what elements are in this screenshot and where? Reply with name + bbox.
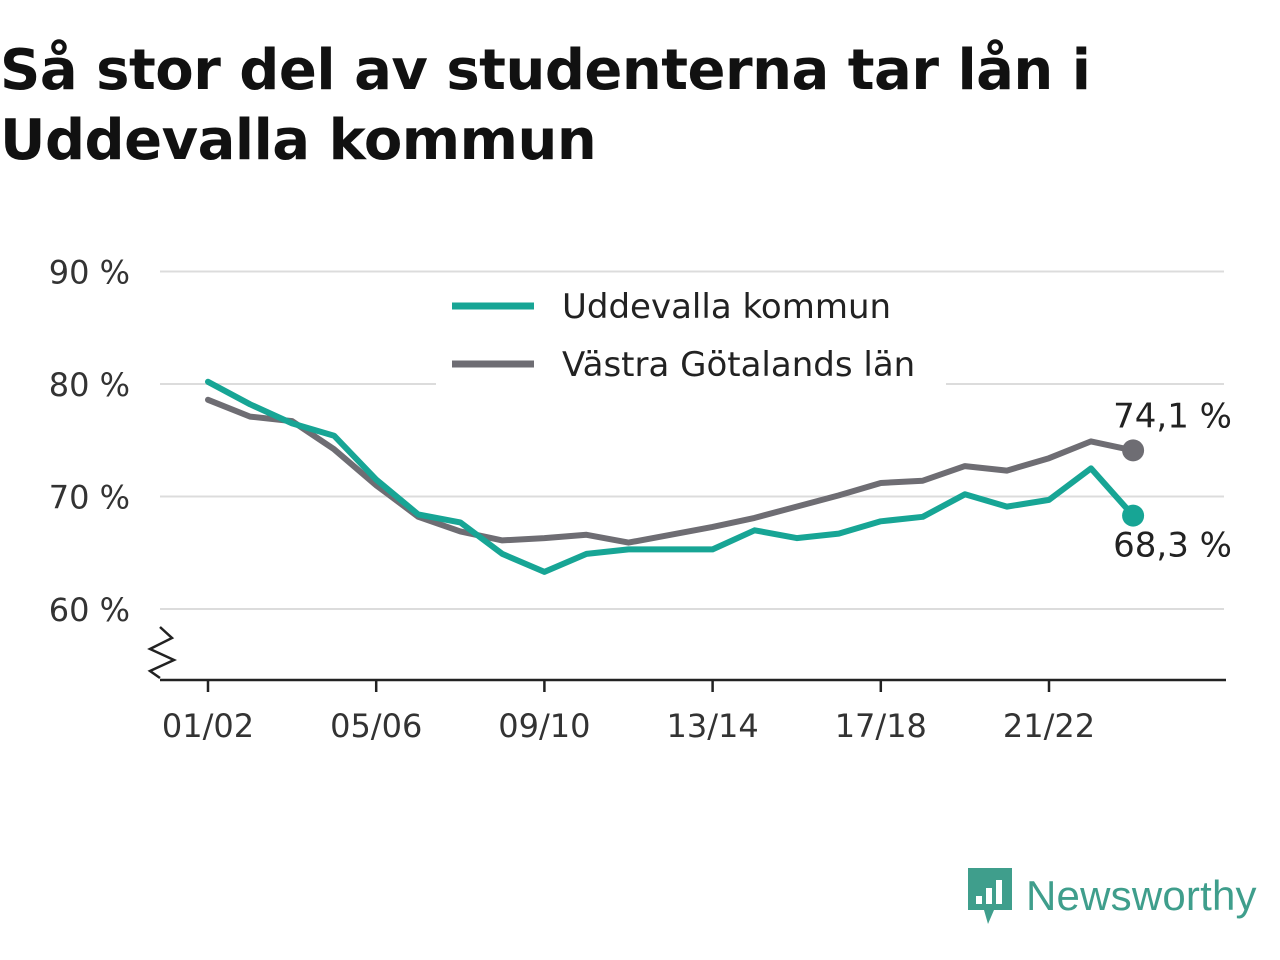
y-tick-label: 60 % — [49, 591, 130, 629]
series-end-point — [1122, 439, 1145, 462]
x-tick-label: 09/10 — [498, 707, 590, 745]
series — [205, 378, 1145, 575]
x-tick-label: 05/06 — [330, 707, 422, 745]
x-tick-label: 01/02 — [162, 707, 254, 745]
x-tick-label: 17/18 — [835, 707, 927, 745]
newsworthy-logo-icon — [968, 868, 1012, 924]
legend-label: Uddevalla kommun — [562, 287, 891, 327]
axis-break-icon — [147, 626, 178, 680]
series-line — [205, 378, 1137, 575]
chart-title: Så stor del av studenterna tar lån i Udd… — [0, 38, 1091, 173]
axes: 60 % 70 % 80 % 90 % 01/02 05/06 09/10 13/14 17/1… — [49, 254, 1226, 745]
x-tick-label: 13/14 — [666, 707, 758, 745]
newsworthy-logo: Newsworthy — [964, 866, 1257, 926]
legend: Uddevalla kommun Västra Götalands län — [436, 273, 946, 385]
end-labels: 68,3 % 74,1 % — [1113, 396, 1232, 565]
x-tick-label: 21/22 — [1003, 707, 1095, 745]
y-tick-label: 80 % — [49, 366, 130, 404]
series-line — [205, 396, 1137, 546]
series-end-point — [1122, 504, 1145, 527]
legend-label: Västra Götalands län — [562, 345, 915, 385]
brand-name: Newsworthy — [1026, 872, 1257, 919]
end-value-label: 74,1 % — [1113, 396, 1232, 436]
y-tick-label: 70 % — [49, 479, 130, 517]
y-tick-label: 90 % — [49, 254, 130, 292]
end-value-label: 68,3 % — [1113, 526, 1232, 566]
